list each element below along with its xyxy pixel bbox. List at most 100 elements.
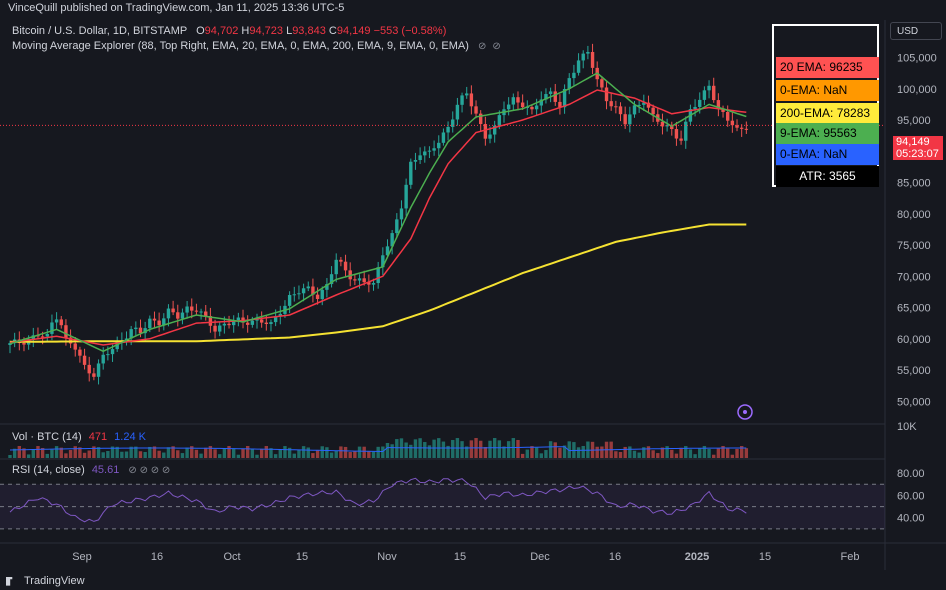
volume-bar	[544, 450, 548, 458]
volume-bar	[670, 449, 674, 458]
volume-bar	[488, 440, 492, 458]
volume-bar	[152, 446, 157, 458]
volume-bar	[478, 440, 483, 458]
volume-bar	[157, 450, 161, 458]
ema0a-row: 0-EMA: NaN	[776, 80, 879, 101]
currency-button[interactable]: USD	[890, 22, 942, 40]
candle-body	[22, 343, 26, 345]
volume-bar	[684, 446, 688, 458]
volume-bar	[530, 446, 534, 458]
volume-bar	[50, 449, 54, 458]
volume-bar	[343, 446, 348, 458]
candle-body	[54, 319, 59, 323]
candle-body	[236, 317, 241, 321]
candle-body	[739, 127, 744, 129]
volume-bar	[78, 447, 82, 458]
volume-bar	[269, 448, 273, 458]
candle-body	[329, 274, 334, 285]
volume-bar	[148, 446, 152, 458]
volume-bar	[637, 452, 641, 458]
candle-body	[371, 283, 376, 285]
volume-bar	[353, 451, 357, 458]
volume-bar	[143, 452, 147, 458]
candle-body	[562, 88, 567, 108]
candle-body	[497, 115, 502, 126]
candle-body	[222, 323, 227, 326]
current-price: 94,149	[896, 136, 930, 148]
candle-body	[483, 124, 488, 139]
volume-bar	[255, 454, 259, 458]
volume-bar	[82, 452, 87, 458]
candle-body	[101, 354, 105, 364]
candle-body	[199, 311, 203, 313]
volume-bar	[539, 453, 543, 458]
volume-bar	[376, 446, 380, 458]
candle-body	[315, 294, 320, 299]
volume-bar	[339, 446, 343, 458]
price-tick-label: 60,000	[897, 334, 931, 346]
rsi-legend: RSI (14, close) 45.61 ⊘ ⊘ ⊘ ⊘	[12, 464, 170, 476]
volume-bar	[702, 446, 707, 458]
time-tick-label: Oct	[223, 551, 240, 563]
volume-bar	[651, 450, 655, 458]
volume-bar	[632, 450, 637, 458]
candle-body	[614, 106, 618, 108]
time-tick-label: 16	[609, 551, 621, 563]
price-tick-label: 105,000	[897, 53, 937, 65]
volume-bar	[446, 445, 450, 458]
volume-bar	[362, 446, 366, 458]
candle-body	[534, 105, 539, 110]
volume-bar	[660, 447, 665, 458]
candle-body	[245, 322, 250, 325]
volume-bar	[600, 446, 604, 458]
candle-body	[73, 343, 77, 350]
settings-icon[interactable]: ⊘	[492, 41, 501, 52]
volume-axis-label: 10K	[897, 421, 917, 433]
volume-bar	[390, 444, 394, 458]
volume-bar	[581, 445, 585, 458]
price-tick-label: 70,000	[897, 271, 931, 283]
candle-body	[674, 129, 679, 139]
volume-bar	[278, 449, 283, 458]
volume-bar	[176, 450, 180, 458]
time-tick-label: Feb	[841, 551, 860, 563]
volume-bar	[171, 446, 175, 458]
volume-bar	[656, 453, 660, 458]
eye-off-icon[interactable]: ⊘	[477, 41, 487, 52]
volume-bar	[227, 446, 231, 458]
volume-bar	[129, 446, 133, 458]
volume-bar	[381, 446, 385, 458]
volume-bar	[92, 446, 96, 458]
candle-body	[451, 119, 455, 127]
candle-body	[250, 320, 255, 325]
rsi-value: 45.61	[91, 464, 120, 476]
volume-bar	[348, 452, 352, 458]
current-price-tag: 94,149 05:23:07	[893, 136, 943, 160]
volume-bar	[371, 451, 376, 458]
volume-bar	[204, 447, 208, 458]
volume-bar	[674, 453, 679, 458]
candle-body	[684, 121, 688, 141]
volume-bar	[259, 448, 264, 458]
candle-body	[642, 102, 646, 105]
indicator-legend[interactable]: Moving Average Explorer (88, Top Right, …	[12, 40, 501, 52]
time-tick-label: 15	[454, 551, 466, 563]
candle-body	[353, 279, 357, 281]
volume-bar	[26, 454, 31, 458]
volume-bar	[534, 447, 539, 458]
time-tick-label: 15	[296, 551, 308, 563]
candle-body	[488, 134, 492, 139]
volume-bar	[115, 446, 119, 458]
candle-body	[427, 150, 432, 152]
candle-body	[432, 148, 436, 151]
rsi-eye-icon[interactable]: ⊘ ⊘ ⊘ ⊘	[128, 465, 171, 476]
candle-body	[618, 106, 623, 115]
rsi-line	[9, 477, 747, 523]
atr-row: ATR: 3565	[776, 166, 879, 187]
volume-bar	[735, 448, 739, 458]
candle-body	[162, 318, 166, 326]
candle-body	[87, 364, 91, 374]
volume-label: Vol · BTC (14)	[12, 431, 82, 443]
candle-body	[446, 126, 450, 133]
